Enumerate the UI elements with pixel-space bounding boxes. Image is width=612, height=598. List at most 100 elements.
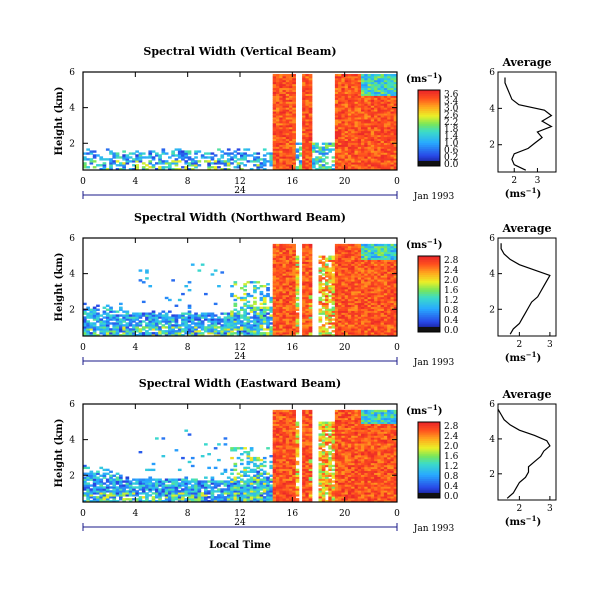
heatmap-cell [259,326,264,329]
heatmap-cell [305,279,310,282]
heatmap-cell [266,328,270,331]
heatmap-cell [292,273,296,276]
heatmap-cell [380,275,385,278]
heatmap-cell [302,294,306,298]
heatmap-cell [370,253,375,257]
heatmap-cell [285,87,290,91]
heatmap-cell [354,134,359,138]
heatmap-cell [292,164,296,167]
heatmap-cell [390,156,395,159]
heatmap-cell [243,494,247,497]
heatmap-cell [92,334,97,337]
heatmap-cell [259,296,264,300]
heatmap-cell [256,326,261,329]
heatmap-cell [367,267,372,270]
heatmap-cell [161,480,166,483]
heatmap-cell [302,154,306,157]
heatmap-cell [387,255,391,258]
heatmap-cell [344,290,349,294]
heatmap-cell [285,330,290,333]
heatmap-cell [361,277,365,280]
heatmap-cell [272,93,277,96]
heatmap-cell [377,113,382,116]
heatmap-cell [155,490,159,493]
heatmap-cell [289,146,293,149]
heatmap-cell [96,478,100,481]
heatmap-cell [338,281,342,284]
heatmap-cell [344,144,349,147]
heatmap-cell [321,255,326,258]
heatmap-cell [393,332,398,335]
heatmap-cell [367,269,372,272]
heatmap-cell [305,144,310,147]
heatmap-cell [115,328,120,331]
heatmap-cell [354,283,359,286]
heatmap-cell [194,166,198,169]
heatmap-cell [361,97,365,100]
heatmap-cell [308,138,313,141]
heatmap-cell [380,140,385,143]
heatmap-cell [177,316,182,319]
heatmap-cell [341,77,346,81]
heatmap-cell [190,162,195,165]
heatmap-cell [305,320,310,323]
heatmap-cell [361,146,365,149]
heatmap-cell [315,168,319,171]
heatmap-cell [341,99,346,102]
heatmap-cell [308,168,313,171]
heatmap-cell [233,320,238,323]
heatmap-cell [89,494,94,497]
heatmap-cell [351,150,355,153]
heatmap-cell [279,290,283,294]
heatmap-cell [341,259,346,262]
heatmap-cell [128,316,133,319]
heatmap-cell [331,302,336,306]
heatmap-cell [334,113,339,116]
heatmap-cell [266,152,270,155]
heatmap-cell [380,85,385,89]
heatmap-cell [289,136,293,140]
heatmap-cell [249,460,254,464]
heatmap-cell [289,77,293,81]
heatmap-cell [282,105,287,108]
heatmap-cell [334,318,339,321]
heatmap-cell [109,494,113,497]
heatmap-cell [145,326,149,329]
heatmap-cell [86,334,90,337]
heatmap-cell [334,306,339,309]
heatmap-cell [233,332,238,335]
colorbar-step [418,112,440,116]
heatmap-cell [282,162,287,165]
heatmap-cell [158,492,162,495]
heatmap-cell [119,162,123,165]
heatmap-cell [289,300,293,304]
heatmap-cell [164,296,169,300]
heatmap-cell [181,316,185,319]
colorbar-step [418,276,440,280]
heatmap-cell [177,298,182,302]
heatmap-cell [253,326,257,329]
heatmap-cell [357,126,362,130]
heatmap-cell [259,164,264,167]
heatmap-cell [344,277,349,280]
heatmap-cell [177,492,182,495]
heatmap-cell [347,111,352,114]
heatmap-cell [135,494,139,497]
heatmap-cell [354,74,359,77]
heatmap-cell [279,332,283,335]
heatmap-cell [289,314,293,317]
heatmap-cell [387,324,391,327]
heatmap-cell [158,166,162,169]
heatmap-cell [367,271,372,274]
heatmap-cell [344,326,349,329]
heatmap-cell [328,142,332,145]
heatmap-cell [377,263,382,266]
heatmap-cell [233,318,238,321]
heatmap-cell [383,148,388,151]
heatmap-cell [377,160,382,163]
heatmap-cell [361,111,365,114]
heatmap-cell [341,302,346,306]
heatmap-cell [102,332,107,335]
heatmap-cell [200,156,205,159]
heatmap-cell [187,150,192,153]
